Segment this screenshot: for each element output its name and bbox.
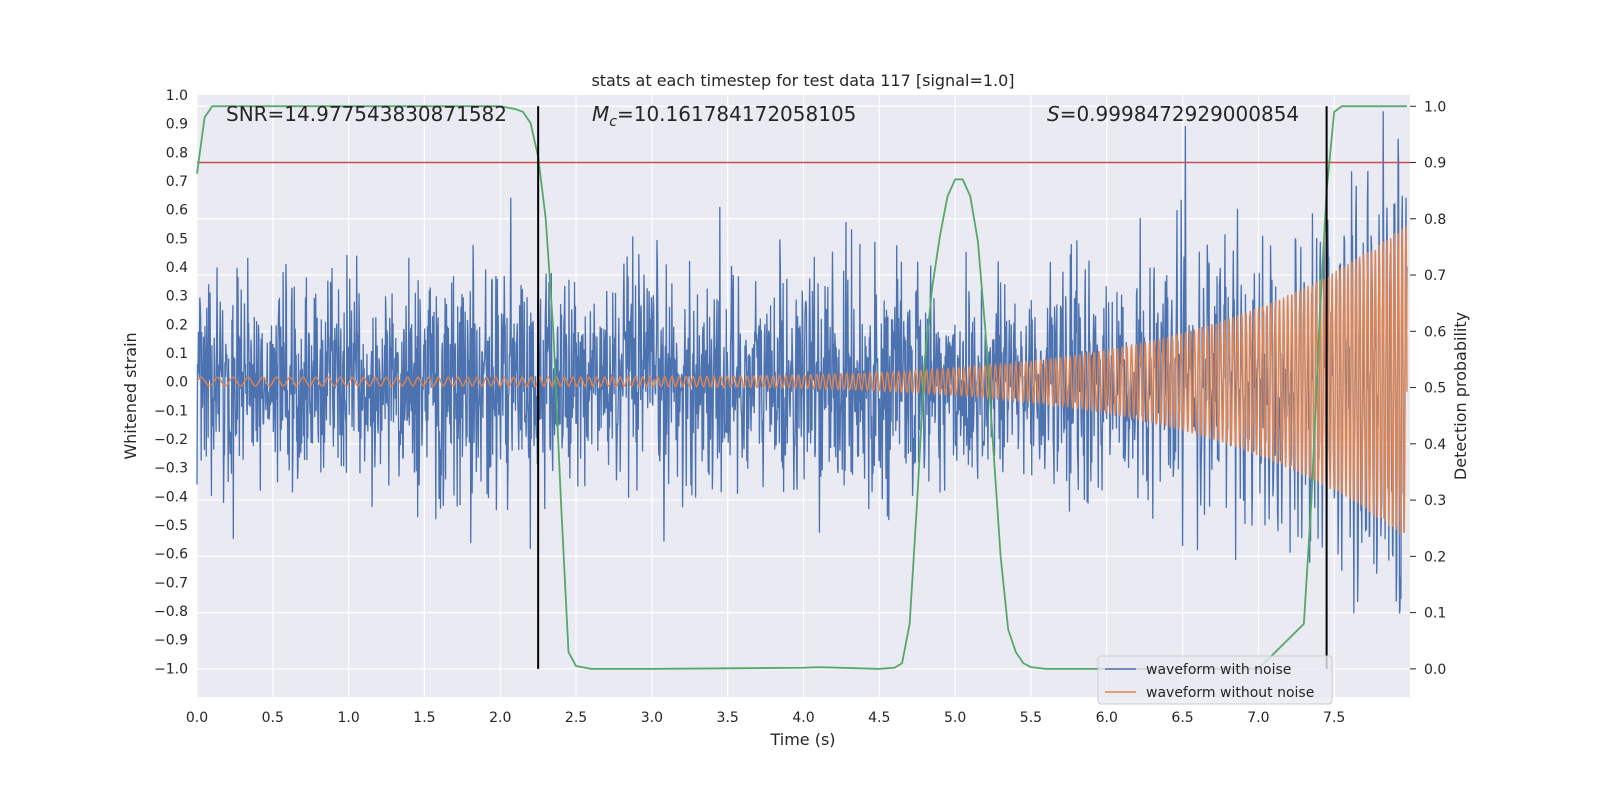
y2-tick-label: 0.1 [1424,606,1446,622]
y-tick-label: −0.3 [154,461,188,477]
y-tick-label: −0.7 [154,575,188,591]
y2-tick-labels: 1.0 0.9 0.8 0.7 0.6 0.5 0.4 0.3 0.2 0.1 0.0 [1410,99,1446,678]
y-tick-label: −0.4 [154,489,188,505]
y2-tick-label: 1.0 [1424,99,1446,115]
y-axis-label: Whitened strain [121,332,140,459]
series-waveform-without-noise [196,225,1408,535]
y-tick-label: 1.0 [166,88,188,104]
chirp-mass-value: =10.161784172058105 [617,102,856,126]
x-tick-label: 3.5 [717,710,739,726]
y-tick-label: −0.8 [154,604,188,620]
x-tick-label: 6.0 [1096,710,1118,726]
y-tick-label: 0.8 [166,145,188,161]
y2-tick-label: 0.7 [1424,268,1446,284]
y-tick-label: 0.7 [166,174,188,190]
y-tick-label: −0.9 [154,633,188,649]
legend-label-clean: waveform without noise [1146,685,1314,701]
x-tick-label: 0.0 [186,710,208,726]
chirp-mass-annotation: Mc=10.161784172058105 [592,102,856,130]
x-axis-label: Time (s) [769,730,835,749]
legend-label-noise: waveform with noise [1146,662,1291,678]
y2-tick-label: 0.5 [1424,381,1446,397]
x-tick-label: 7.0 [1247,710,1269,726]
legend: waveform with noise waveform without noi… [1097,655,1333,705]
x-tick-label: 4.5 [868,710,890,726]
y-tick-label: 0.4 [166,260,188,276]
x-tick-label: 0.5 [262,710,284,726]
y-tick-label: 0.1 [166,346,188,362]
y-tick-label: 0.2 [166,317,188,333]
y-tick-label: 0.6 [166,203,188,219]
chart-title: stats at each timestep for test data 117… [591,71,1014,90]
x-tick-label: 5.5 [1020,710,1042,726]
x-tick-label: 6.5 [1171,710,1193,726]
y-tick-label: 0.0 [166,375,188,391]
y-tick-label: 0.9 [166,117,188,133]
chirp-series-layer [196,225,1408,535]
y-tick-label: −0.2 [154,432,188,448]
score-annotation: S=0.9998472929000854 [1047,102,1299,126]
chirp-mass-subscript: c [609,114,617,130]
y2-axis-label: Detection probability [1451,312,1470,480]
y2-tick-label: 0.6 [1424,324,1446,340]
chirp-mass-symbol: M [592,102,609,126]
x-tick-labels: 0.0 0.5 1.0 1.5 2.0 2.5 3.0 3.5 4.0 4.5 5.0 5.5 6.0 6… [186,710,1345,726]
y-tick-label: 0.5 [166,231,188,247]
vline-layer [537,106,1328,669]
x-tick-label: 4.0 [792,710,814,726]
x-tick-label: 1.5 [413,710,435,726]
x-tick-label: 2.0 [489,710,511,726]
y-tick-label: 0.3 [166,289,188,305]
y-tick-labels: 1.0 0.9 0.8 0.7 0.6 0.5 0.4 0.3 0.2 0.1 0.0 −0.1 −0.… [154,88,188,677]
y2-tick-label: 0.3 [1424,493,1446,509]
x-tick-label: 1.0 [337,710,359,726]
score-value: =0.9998472929000854 [1060,102,1299,126]
x-tick-label: 3.0 [641,710,663,726]
y-tick-label: −0.6 [154,547,188,563]
y2-tick-label: 0.8 [1424,212,1446,228]
y2-tick-label: 0.2 [1424,549,1446,565]
y-tick-label: −1.0 [154,661,188,677]
y2-tick-label: 0.9 [1424,156,1446,172]
snr-annotation: SNR=14.977543830871582 [226,102,507,126]
y2-tick-label: 0.0 [1424,662,1446,678]
x-tick-label: 5.0 [944,710,966,726]
x-tick-label: 7.5 [1323,710,1345,726]
y-tick-label: −0.5 [154,518,188,534]
y-tick-label: −0.1 [154,403,188,419]
legend-box [1097,655,1333,705]
x-tick-label: 2.5 [565,710,587,726]
y2-tick-label: 0.4 [1424,437,1446,453]
score-symbol: S [1047,102,1060,126]
